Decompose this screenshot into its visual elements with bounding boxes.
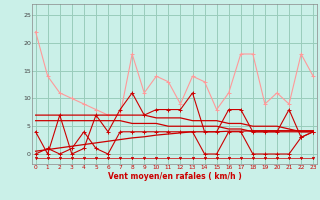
X-axis label: Vent moyen/en rafales ( km/h ): Vent moyen/en rafales ( km/h ) <box>108 172 241 181</box>
